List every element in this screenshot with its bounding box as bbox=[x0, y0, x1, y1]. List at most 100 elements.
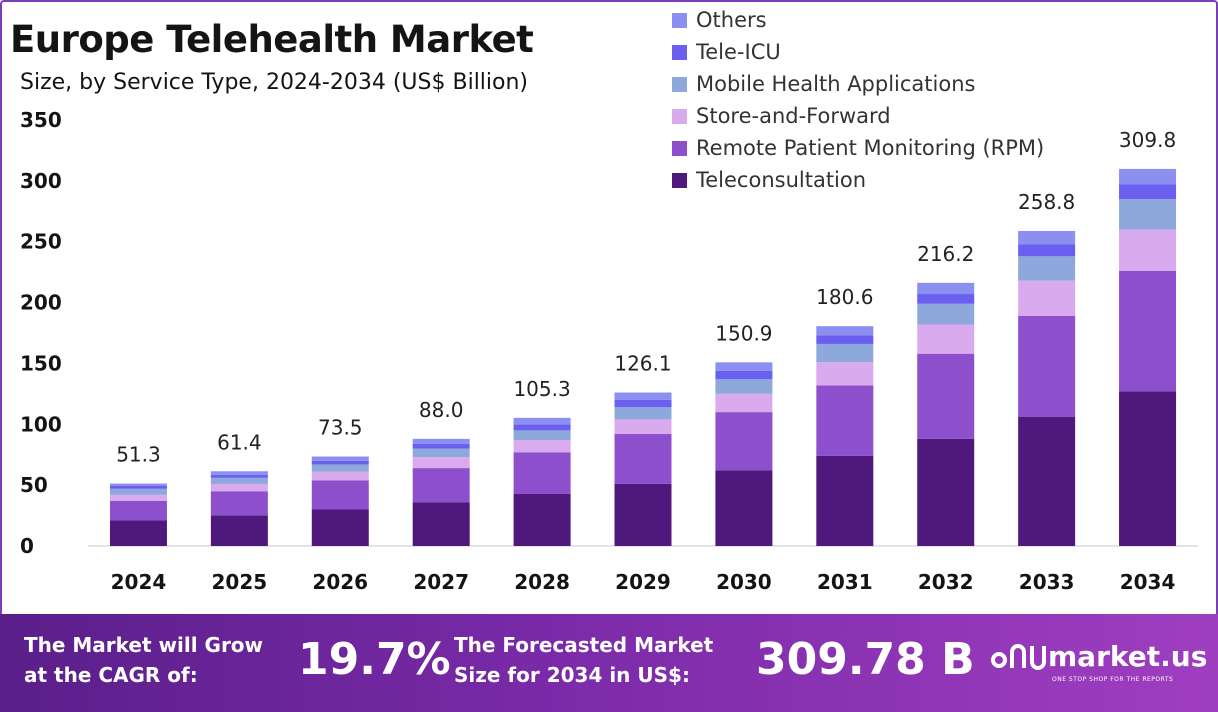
x-tick-label: 2025 bbox=[212, 570, 268, 594]
x-tick-label: 2028 bbox=[514, 570, 570, 594]
data-label: 216.2 bbox=[917, 242, 974, 266]
bar-segment bbox=[412, 502, 470, 546]
legend-swatch bbox=[672, 44, 687, 60]
bar-segment bbox=[210, 477, 268, 484]
data-label: 73.5 bbox=[318, 416, 363, 440]
y-tick-label: 50 bbox=[20, 473, 48, 497]
bar-segment bbox=[1018, 315, 1076, 417]
data-label: 258.8 bbox=[1018, 190, 1075, 214]
bar-segment bbox=[311, 456, 369, 461]
bar-segment bbox=[1119, 199, 1177, 230]
bar-segment bbox=[109, 483, 167, 486]
bar-segment bbox=[614, 483, 672, 546]
legend-item-tele-icu: Tele-ICU bbox=[672, 36, 1044, 68]
legend-item-teleconsultation: Teleconsultation bbox=[672, 164, 1044, 196]
bar-segment bbox=[513, 452, 571, 494]
bar-segment bbox=[109, 500, 167, 521]
bar-segment bbox=[109, 520, 167, 546]
data-label: 126.1 bbox=[614, 352, 671, 376]
legend-swatch bbox=[672, 108, 687, 124]
x-tick-label: 2029 bbox=[615, 570, 671, 594]
bar-segment bbox=[1119, 229, 1177, 271]
bar-segment bbox=[816, 343, 874, 363]
chart-title: Europe Telehealth Market bbox=[10, 18, 534, 61]
bar-segment bbox=[816, 326, 874, 336]
brand-name: market.us bbox=[1048, 639, 1208, 673]
legend-label: Teleconsultation bbox=[696, 168, 867, 192]
bar-segment bbox=[715, 393, 773, 413]
brand-logo[interactable]: market.us ONE STOP SHOP FOR THE REPORTS bbox=[990, 638, 1208, 683]
bar-segment bbox=[614, 434, 672, 484]
bar-segment bbox=[412, 448, 470, 458]
bar-segment bbox=[1018, 231, 1076, 245]
bar-segment bbox=[614, 399, 672, 408]
bar-segment bbox=[614, 419, 672, 435]
bar-segment bbox=[109, 494, 167, 501]
cagr-label-line1: The Market will Grow bbox=[24, 633, 264, 657]
legend-label: Store-and-Forward bbox=[696, 104, 891, 128]
legend-item-mobile-health: Mobile Health Applications bbox=[672, 68, 1044, 100]
stacked-bar-chart: 0 50 100 150 200 250 300 350 51.3 2024 61.4 2025 73.… bbox=[20, 108, 1198, 594]
bar-segment bbox=[715, 379, 773, 394]
bar-segment bbox=[412, 438, 470, 444]
y-tick-label: 200 bbox=[20, 291, 62, 315]
x-tick-label: 2027 bbox=[413, 570, 469, 594]
cagr-label-line2: at the CAGR of: bbox=[24, 663, 198, 687]
bar-segment bbox=[210, 471, 268, 475]
bar-segment bbox=[210, 515, 268, 546]
bar-segment bbox=[1119, 168, 1177, 185]
legend-item-store-and-forward: Store-and-Forward bbox=[672, 100, 1044, 132]
bar-segment bbox=[715, 412, 773, 471]
bar-segment bbox=[513, 430, 571, 441]
x-tick-label: 2030 bbox=[716, 570, 772, 594]
x-tick-label: 2031 bbox=[817, 570, 873, 594]
legend-label: Mobile Health Applications bbox=[696, 72, 976, 96]
forecast-value: 309.78 B bbox=[756, 634, 975, 685]
legend-item-others: Others bbox=[672, 4, 1044, 36]
bar-segment bbox=[614, 407, 672, 420]
bar-segment bbox=[816, 335, 874, 344]
market-us-logo-icon bbox=[991, 644, 1046, 670]
bar-segment bbox=[210, 483, 268, 492]
x-tick-label: 2026 bbox=[312, 570, 368, 594]
bar-segment bbox=[311, 464, 369, 472]
bar-segment bbox=[210, 474, 268, 478]
bar-segment bbox=[1018, 256, 1076, 281]
bar-segment bbox=[1018, 416, 1076, 546]
data-label: 180.6 bbox=[816, 285, 873, 309]
cagr-value: 19.7% bbox=[298, 634, 451, 685]
legend-label: Others bbox=[696, 8, 767, 32]
bar-segment bbox=[917, 294, 975, 304]
bar-segment bbox=[1018, 244, 1076, 257]
bar-segment bbox=[513, 417, 571, 425]
bar-segment bbox=[1119, 270, 1177, 392]
bar-segment bbox=[513, 440, 571, 453]
bar-segment bbox=[917, 438, 975, 546]
bar-segment bbox=[412, 457, 470, 469]
legend: Others Tele-ICU Mobile Health Applicatio… bbox=[672, 4, 1044, 196]
data-label: 51.3 bbox=[116, 443, 161, 467]
chart-subtitle: Size, by Service Type, 2024-2034 (US$ Bi… bbox=[20, 70, 529, 95]
bar-segment bbox=[1119, 391, 1177, 546]
forecast-label-line1: The Forecasted Market bbox=[454, 633, 714, 657]
bar-segment bbox=[513, 424, 571, 431]
cagr-label: The Market will Grow at the CAGR of: bbox=[24, 630, 263, 690]
bar-segment bbox=[614, 392, 672, 400]
y-tick-label: 350 bbox=[20, 108, 62, 132]
bar-segment bbox=[715, 370, 773, 380]
legend-swatch bbox=[672, 140, 687, 156]
legend-label: Remote Patient Monitoring (RPM) bbox=[696, 136, 1045, 160]
y-tick-label: 0 bbox=[20, 534, 34, 558]
footer-banner: The Market will Grow at the CAGR of: 19.… bbox=[0, 614, 1218, 712]
bar-segment bbox=[109, 488, 167, 495]
bar-segment bbox=[816, 385, 874, 456]
bar-segment bbox=[816, 455, 874, 546]
x-tick-label: 2024 bbox=[111, 570, 167, 594]
bar-segment bbox=[311, 460, 369, 465]
data-label: 150.9 bbox=[715, 321, 772, 345]
bar-segment bbox=[1119, 184, 1177, 200]
data-label: 309.8 bbox=[1119, 128, 1176, 152]
bar-segment bbox=[816, 362, 874, 386]
bar-segment bbox=[311, 509, 369, 546]
legend-swatch bbox=[672, 76, 687, 92]
